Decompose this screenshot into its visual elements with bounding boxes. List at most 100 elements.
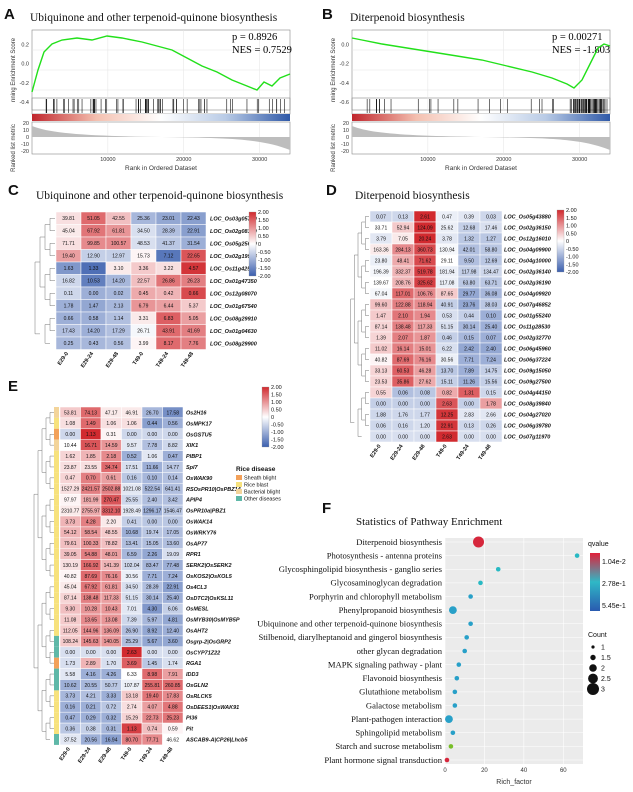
gene-label: LOC_Os01g67540 [210, 304, 257, 310]
heat-cell [369, 364, 393, 377]
cell-value: 1.14 [114, 316, 124, 322]
heat-cell [457, 386, 481, 399]
heat-cell [413, 320, 437, 333]
cell-value: 20.24 [419, 236, 432, 242]
dendrogram-branch [41, 690, 46, 732]
heat-cell [80, 690, 102, 702]
heat-cell [141, 657, 163, 669]
cell-value: 0.52 [127, 454, 137, 460]
metric-ytick: -20 [21, 149, 29, 155]
cell-value: 2755.97 [82, 508, 100, 514]
cell-value: 7.24 [486, 357, 496, 363]
heat-cell [80, 211, 107, 225]
cell-value: 1.06 [127, 421, 137, 427]
metric-ytick: 0 [26, 135, 29, 141]
cell-value: 0.07 [486, 335, 496, 341]
gene-label: LOC_Os08g29900 [210, 341, 257, 347]
dendrogram-branch [365, 282, 369, 294]
heat-cell [155, 311, 182, 325]
cell-value: 50.77 [105, 683, 118, 689]
legend-tick: 1.50 [566, 216, 577, 222]
cell-value: 117.01 [396, 291, 411, 297]
heat-cell [162, 548, 184, 560]
legend-tick: 1.00 [258, 226, 269, 232]
cell-value: 30.14 [463, 324, 476, 330]
cell-value: 0.66 [64, 316, 74, 322]
heat-cell [141, 417, 163, 430]
cell-value: 2.63 [127, 650, 137, 656]
cell-value: 1.49 [86, 421, 96, 427]
heat-cell [105, 299, 132, 313]
dendrogram-branch [41, 515, 46, 560]
disease-swatch [54, 668, 59, 680]
heat-cell [479, 232, 503, 245]
heat-cell [162, 657, 184, 669]
gene-label: IDD3 [186, 672, 199, 678]
column-label: T49-0 [120, 747, 133, 762]
heat-cell [59, 570, 81, 582]
cell-value: 13.70 [441, 368, 454, 374]
heat-cell [80, 646, 102, 658]
cell-value: 1.76 [398, 412, 408, 418]
gene-label: LOC_Os08g29910 [210, 316, 257, 322]
heat-cell [435, 342, 459, 355]
heat-cell [121, 559, 143, 571]
heat-cell [162, 690, 184, 702]
ranked-metric-area [32, 126, 290, 150]
heat-cell [162, 733, 184, 746]
cell-value: 25.55 [125, 497, 138, 503]
heat-cell [100, 439, 122, 451]
cell-value: 138.48 [83, 596, 99, 602]
heat-cell [80, 592, 102, 604]
heat-cell [141, 733, 163, 746]
cell-value: 15.73 [137, 254, 150, 260]
heat-cell [100, 472, 122, 484]
gene-label: OsPR10a|PBZ1 [186, 509, 226, 515]
disease-swatch [54, 526, 59, 538]
cell-value: 0.47 [168, 454, 178, 460]
heat-cell [59, 526, 81, 539]
heat-cell [162, 472, 184, 484]
gene-label: LOC_Os02g36140 [504, 270, 551, 276]
heat-cell [141, 559, 163, 571]
legend-tick: 1.50 [258, 218, 269, 224]
metric-ylabel: Ranked list metric [331, 124, 337, 172]
panel-c-title: Ubiquinone and other terpenoid-quinone b… [36, 190, 284, 202]
heat-cell [59, 701, 81, 713]
x-axis-label: Rich_factor [496, 779, 532, 786]
dendrogram-branch [365, 326, 369, 338]
heat-cell [457, 353, 481, 366]
heat-cell [391, 375, 415, 388]
cell-value: 41.69 [187, 329, 200, 335]
heat-cell [121, 657, 143, 669]
gene-label: OsDEES1|OsWAK91 [186, 705, 239, 711]
heat-cell [130, 261, 157, 275]
heat-cell [141, 679, 163, 691]
cell-value: 1.08 [65, 421, 75, 427]
cell-value: 0.32 [106, 715, 116, 721]
gene-label: APIP4 [185, 498, 202, 504]
disease-swatch [54, 635, 59, 647]
heat-cell [59, 537, 81, 549]
cell-value: 0.00 [398, 434, 408, 440]
heat-cell [369, 353, 393, 366]
cell-value: 15.56 [485, 379, 498, 385]
pathway-label: Glutathione metabolism [359, 687, 442, 697]
cell-value: 46.28 [419, 368, 432, 374]
cell-value: 11.26 [463, 379, 475, 385]
heat-cell [413, 353, 437, 366]
column-label: E29-0 [369, 444, 382, 459]
cell-value: 5.97 [147, 617, 157, 623]
heat-cell [457, 364, 481, 377]
heat-cell [413, 342, 437, 355]
dendrogram-branch [361, 353, 366, 377]
cell-value: 58.80 [485, 247, 498, 253]
heat-cell [155, 249, 182, 263]
heat-cell [180, 211, 207, 225]
dendrogram-branch [45, 679, 50, 702]
es-ylabel: nning Enrichment Score [331, 37, 337, 102]
cell-value: 0.26 [486, 423, 496, 429]
heat-cell [435, 364, 459, 377]
heat-cell [80, 526, 102, 539]
heat-cell [80, 548, 102, 560]
